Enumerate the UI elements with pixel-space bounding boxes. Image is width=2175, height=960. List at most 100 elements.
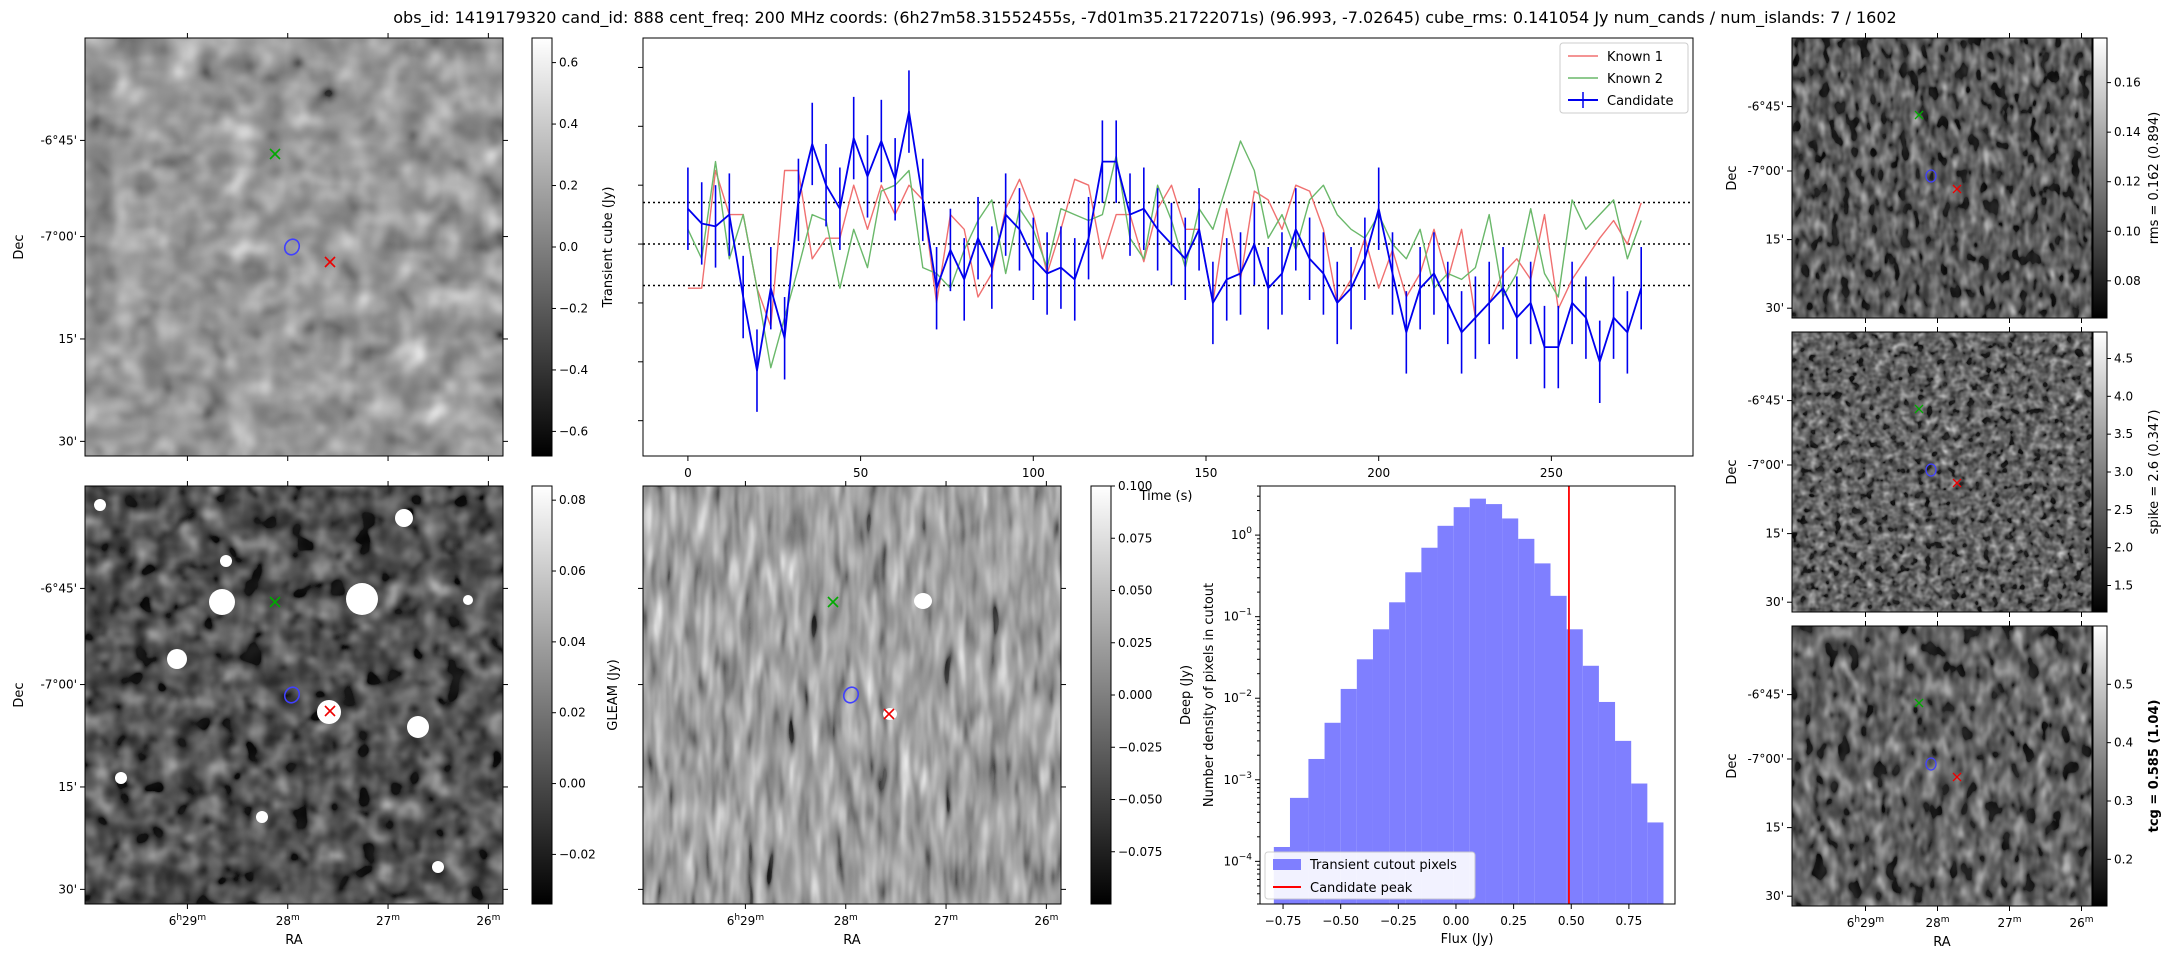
colorbar-tick-label: 0.10 (2114, 224, 2141, 238)
lc-xtick-label: 250 (1540, 466, 1563, 480)
dec-tick-label: 15' (58, 332, 77, 346)
colorbar-tick-label: 3.0 (2114, 465, 2133, 479)
histogram-bar (1421, 547, 1438, 904)
colorbar-rms_cutout (2092, 37, 2108, 319)
legend-known1-label: Known 1 (1607, 50, 1663, 65)
histogram-bar (1372, 629, 1390, 904)
colorbar-label: Deep (Jy) (1179, 665, 1194, 725)
gleam-sources (94, 499, 473, 873)
histogram-bar (1437, 525, 1454, 904)
colorbar-label: tcg = 0.585 (1.04) (2147, 700, 2162, 833)
dec-tick-label: 30' (1765, 889, 1784, 903)
histogram-panel: Flux (Jy) Number density of pixels in cu… (1202, 485, 1676, 947)
ra-axis-label: RA (843, 933, 861, 948)
cutout-spike (1791, 331, 2093, 613)
colorbar-tick-label: −0.02 (559, 847, 596, 861)
colorbar-tick-label: 4.5 (2114, 351, 2133, 365)
candidate-marker (324, 256, 336, 268)
colorbar-tick-label: 1.5 (2114, 579, 2133, 593)
colorbar-spike_cutout (2092, 331, 2108, 613)
colorbar-tick-label: 2.5 (2114, 503, 2133, 517)
lightcurve-panel: Time (s) 0 50 100 150 200 250 Known 1 Known 2… (638, 37, 1694, 504)
colorbar-tick-label: 0.04 (559, 635, 586, 649)
legend-known2-label: Known 2 (1607, 72, 1663, 87)
hist-ytick-label: 10−1 (1223, 608, 1252, 624)
colorbar-tick-label: 0.075 (1118, 531, 1152, 545)
dec-tick-label: -6°45' (1747, 100, 1784, 114)
dec-tick-label: 30' (1765, 595, 1784, 609)
ra-tick-label: 27m (376, 913, 400, 928)
colorbar-tick-label: 3.5 (2114, 427, 2133, 441)
lc-xtick-label: 200 (1367, 466, 1390, 480)
dec-tick-label: -7°00' (40, 230, 77, 244)
histogram-bar (1340, 688, 1357, 904)
ra-tick-label: 27m (934, 913, 958, 928)
dec-axis-label: Dec (1725, 459, 1740, 484)
dec-tick-label: -7°00' (1747, 752, 1784, 766)
histogram-bar (1356, 659, 1373, 904)
dec-tick-label: -6°45' (1747, 394, 1784, 408)
colorbar-tick-label: 0.08 (2114, 274, 2141, 288)
sky-axes: -6°45' -7°00' 15' 30' Dec 6h29m 28m 27m 26m -6°45… (12, 33, 2097, 950)
lightcurve-xlabel: Time (s) (1139, 489, 1193, 504)
cutout-gleam (84, 485, 504, 905)
colorbar-transient_cube_cutout (531, 37, 553, 457)
colorbar-tick-label: −0.050 (1118, 793, 1162, 807)
histogram-legend: Transient cutout pixels Candidate peak (1264, 851, 1476, 900)
dec-tick-label: -6°45' (40, 581, 77, 595)
colorbar-label: GLEAM (Jy) (606, 659, 621, 730)
legend-hist-label: Transient cutout pixels (1309, 858, 1457, 873)
colorbar-tick-label: −0.2 (559, 301, 588, 315)
colorbar-deep_cutout (1090, 485, 1112, 905)
histogram-bar (1631, 783, 1648, 904)
histogram-bar (1598, 701, 1616, 904)
dec-axis-label: Dec (1725, 753, 1740, 778)
dec-tick-label: -7°00' (1747, 164, 1784, 178)
histogram-bar (1550, 595, 1567, 904)
lc-xtick-label: 100 (1022, 466, 1045, 480)
dec-tick-label: 30' (1765, 301, 1784, 315)
histogram-ylabel: Number density of pixels in cutout (1202, 583, 1217, 807)
cutout-rms (1791, 37, 2093, 319)
dec-tick-label: 15' (1765, 233, 1784, 247)
histogram-bar (1502, 518, 1519, 904)
colorbar-tick-label: 0.3 (2114, 794, 2133, 808)
colorbar-tick-label: 0.5 (2114, 677, 2133, 691)
dec-tick-label: -7°00' (40, 678, 77, 692)
lc-series-known-2 (687, 140, 1642, 369)
ra-axis-label: RA (285, 933, 303, 948)
hist-ytick-label: 10−3 (1223, 771, 1252, 787)
colorbar-tick-label: 0.12 (2114, 175, 2141, 189)
colorbar-tick-label: −0.075 (1118, 845, 1162, 859)
colorbar-tick-label: 0.06 (559, 564, 586, 578)
histogram-bar (1582, 665, 1599, 904)
dec-tick-label: -6°45' (1747, 688, 1784, 702)
colorbar-tick-label: 0.050 (1118, 584, 1152, 598)
lightcurve-legend: Known 1 Known 2 Candidate (1559, 42, 1689, 114)
colorbar-tick-label: −0.4 (559, 363, 588, 377)
colorbar-tick-label: 0.00 (559, 777, 586, 791)
dec-axis-label: Dec (12, 234, 27, 259)
colorbar-tick-label: −0.6 (559, 424, 588, 438)
hist-ytick-label: 100 (1231, 526, 1252, 542)
dec-tick-label: -7°00' (1747, 458, 1784, 472)
hist-ytick-label: 10−2 (1223, 689, 1252, 705)
suptitle: obs_id: 1419179320 cand_id: 888 cent_fre… (393, 8, 1896, 28)
hist-xtick-label: −0.25 (1380, 914, 1417, 928)
colorbar-tick-label: 4.0 (2114, 389, 2133, 403)
histogram-xlabel: Flux (Jy) (1441, 932, 1494, 947)
histogram-bar (1615, 740, 1632, 904)
known1-marker (269, 148, 281, 160)
cutout-tcg (1791, 625, 2093, 907)
ra-tick-label: 28m (1925, 915, 1949, 930)
colorbar-tick-label: 0.6 (559, 56, 578, 70)
cutout-deep (642, 485, 1062, 905)
ra-tick-label: 26m (476, 913, 500, 928)
histogram-bar (1389, 602, 1406, 904)
hist-xtick-label: 0.25 (1500, 914, 1527, 928)
histogram-bar (1518, 538, 1535, 904)
colorbar-tick-label: 0.025 (1118, 636, 1152, 650)
colorbar-tick-label: 0.2 (559, 179, 578, 193)
dec-tick-label: 15' (1765, 527, 1784, 541)
